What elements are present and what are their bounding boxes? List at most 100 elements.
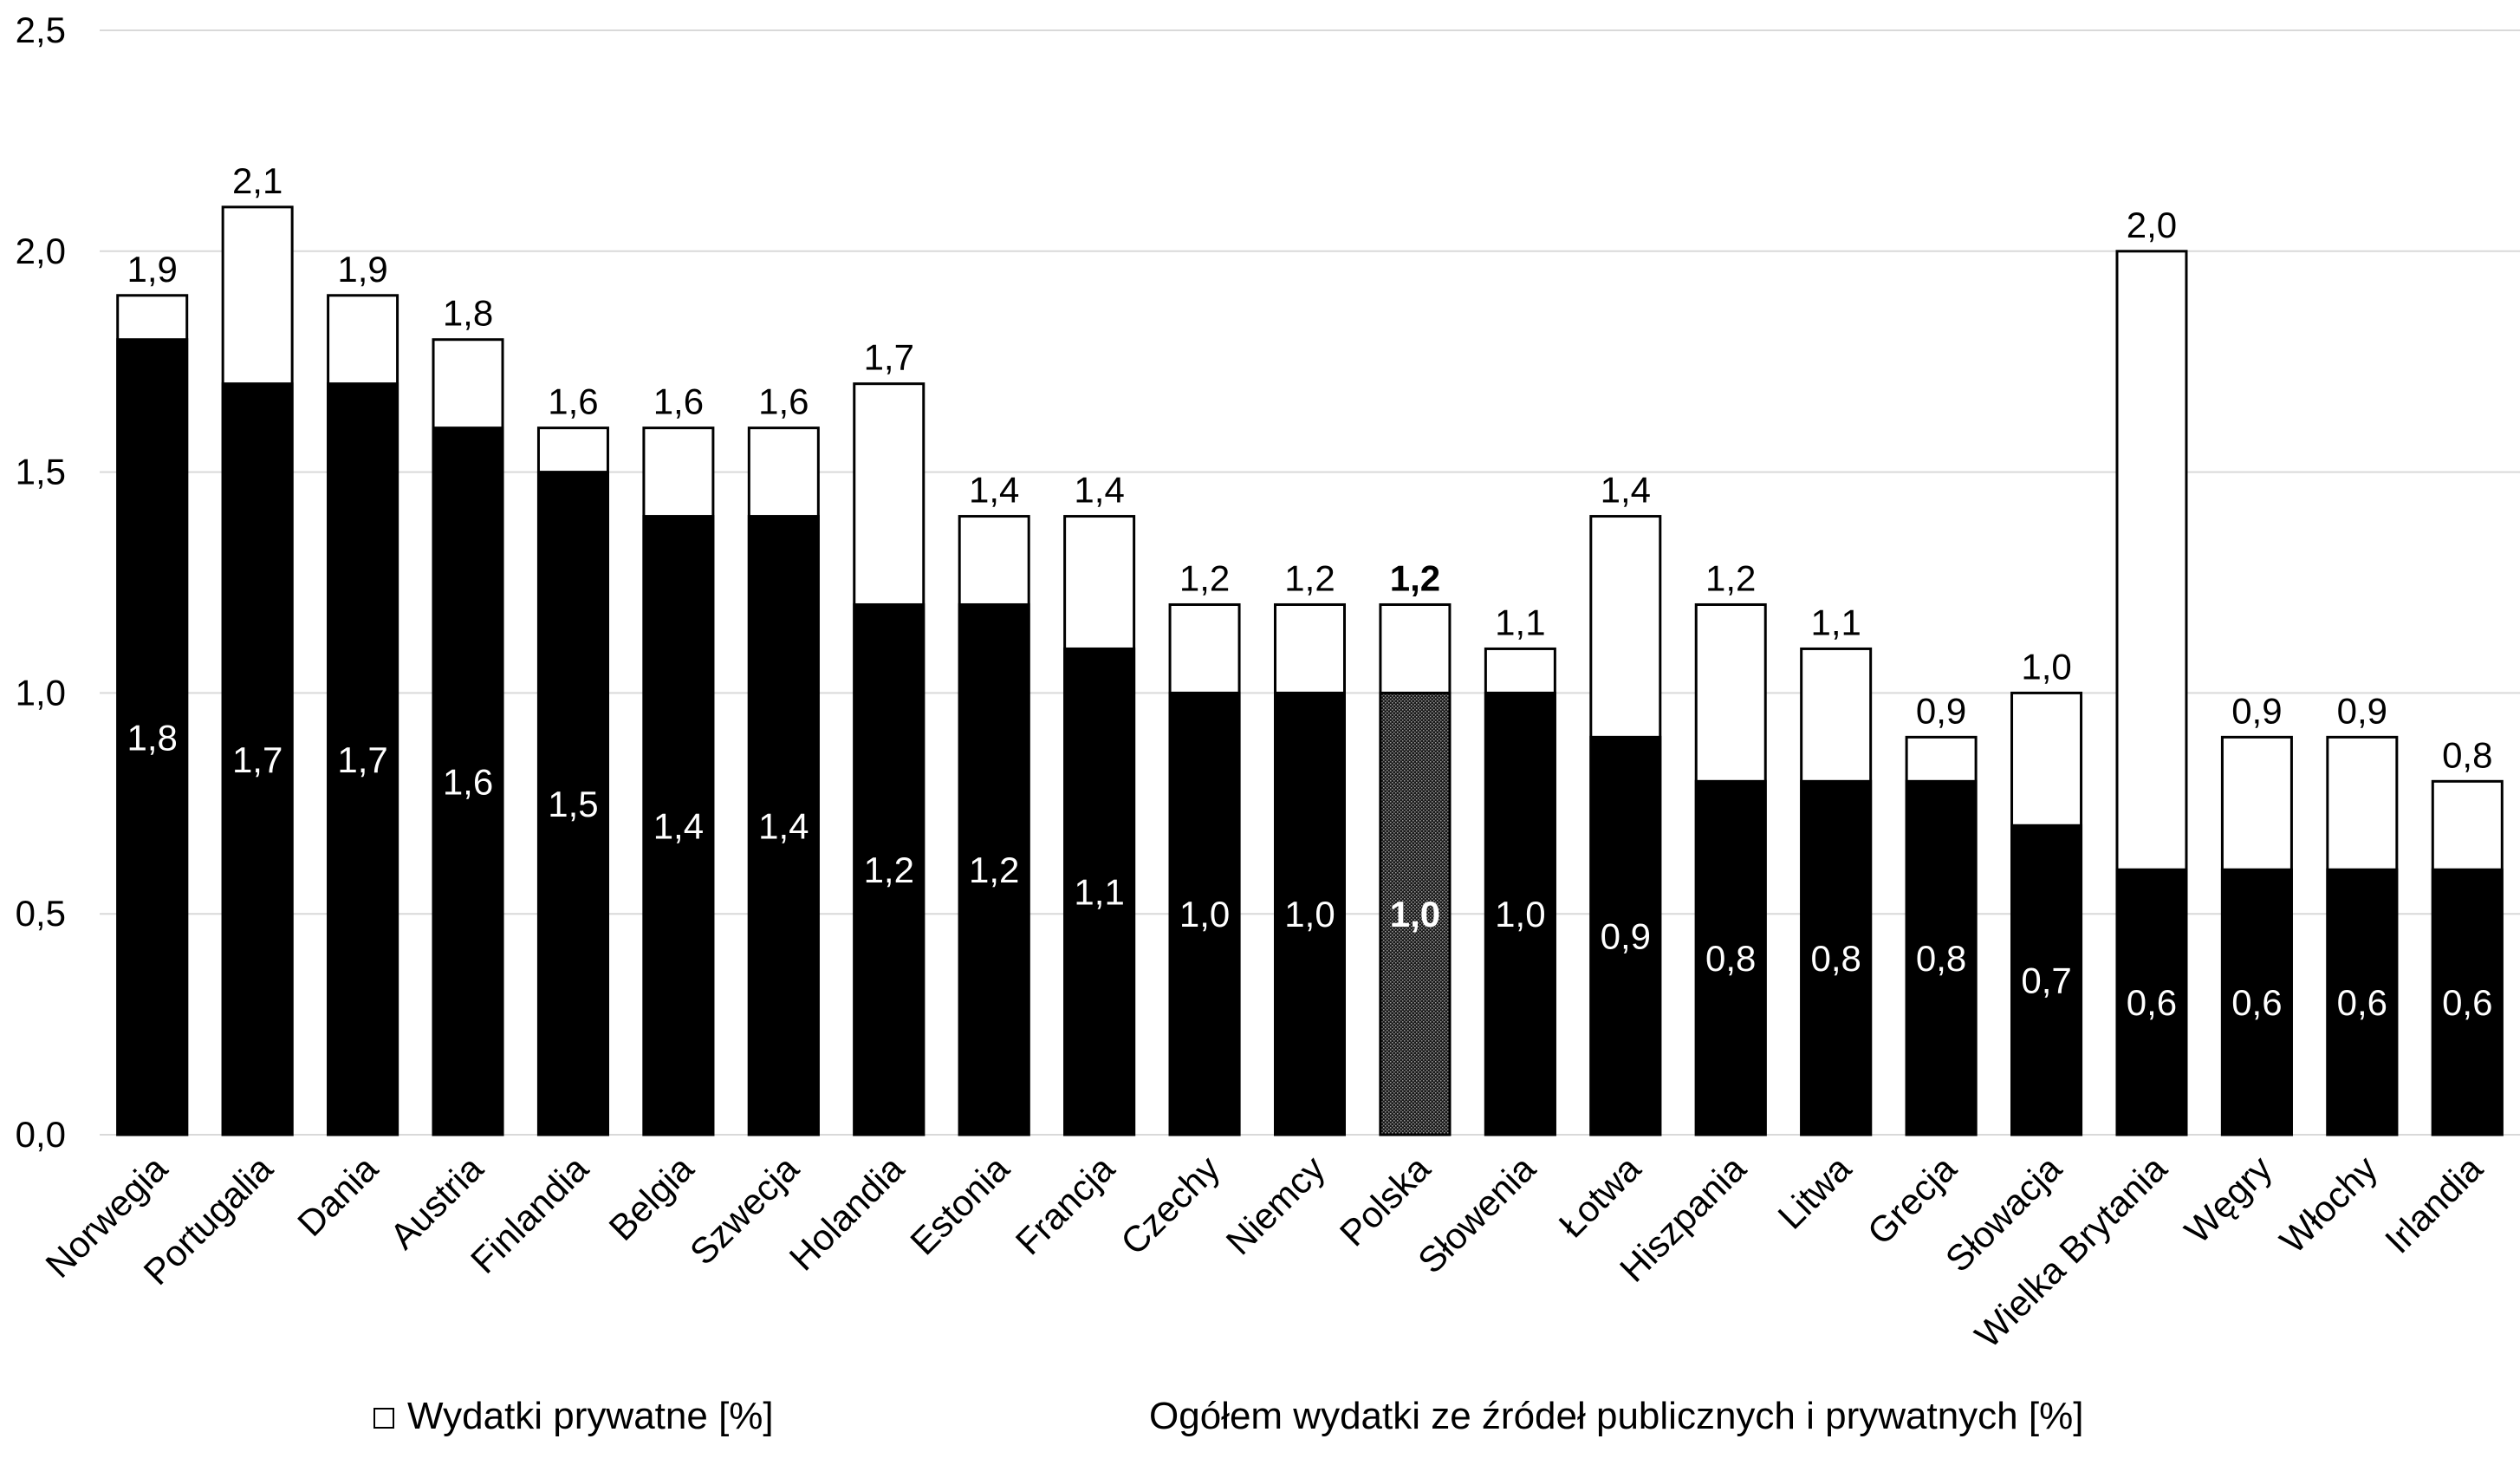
data-label-public: 1,2 [969,850,1019,890]
data-label-public: 1,8 [127,717,178,758]
data-label-total: 2,1 [232,160,283,201]
x-tick-label: Słowenia [1410,1148,1543,1281]
bar-public [1589,735,1662,1136]
data-label-public: 0,8 [1810,938,1861,979]
data-label-public: 1,0 [1390,894,1440,934]
data-label-public: 0,6 [2127,982,2177,1023]
x-tick-label: Węgry [2177,1148,2280,1251]
bar-public [1905,779,1978,1136]
data-label-public: 1,2 [864,850,914,890]
data-label-total: 1,0 [2021,646,2071,687]
legend-swatch-private [373,1408,394,1429]
bar-public [1379,691,1452,1136]
data-label-total: 1,1 [1810,602,1861,642]
bar-public [1800,779,1873,1136]
y-tick-label: 1,5 [16,452,66,492]
data-labels: 1,9 1,8 2,1 1,7 1,9 1,7 1,8 1,6 1,6 1,5 1,6 1,4 1,6 1… [127,160,2493,1023]
bar-public [2326,868,2399,1136]
x-tick-label: Włochy [2272,1148,2386,1261]
bar-public [853,602,926,1136]
x-tick-label: Litwa [1770,1148,1859,1237]
y-tick-label: 2,5 [16,10,66,50]
x-tick-label: Holandia [782,1148,913,1279]
bar-public [747,515,820,1136]
data-label-total: 0,8 [2442,734,2492,775]
data-label-public: 1,4 [758,805,809,846]
x-tick-label: Niemcy [1218,1148,1333,1262]
data-label-total: 2,0 [2127,205,2177,245]
y-axis: 0,0 0,5 1,0 1,5 2,0 2,5 [16,10,66,1155]
bar-public [221,382,294,1136]
y-tick-label: 2,0 [16,231,66,271]
bar-public [1063,647,1136,1136]
data-label-total: 1,9 [127,249,178,290]
x-tick-label: Estonia [902,1148,1017,1263]
bar-public [536,471,609,1136]
data-label-public: 0,8 [1916,938,1966,979]
data-label-public: 1,5 [548,784,598,824]
data-label-public: 1,0 [1284,894,1335,934]
legend-label-private: Wydatki prywatne [%] [407,1395,774,1437]
data-label-total: 1,7 [864,337,914,378]
bar-public [958,602,1030,1136]
y-tick-label: 0,5 [16,893,66,934]
data-label-total: 0,9 [2337,690,2387,731]
data-label-public: 1,7 [337,739,387,780]
x-tick-label: Grecja [1860,1148,1965,1253]
data-label-total: 0,9 [1916,690,1966,731]
data-label-total: 1,2 [1390,557,1440,598]
bar-public [1168,691,1241,1136]
data-label-total: 1,4 [969,470,1019,511]
data-label-public: 0,8 [1705,938,1756,979]
x-tick-label: Francja [1008,1148,1123,1263]
data-label-total: 1,4 [1601,470,1651,511]
data-label-total: 1,1 [1495,602,1545,642]
data-label-public: 1,0 [1495,894,1545,934]
data-label-total: 1,9 [337,249,387,290]
data-label-total: 1,6 [758,381,809,422]
data-label-public: 0,6 [2231,982,2282,1023]
data-label-total: 1,2 [1705,557,1756,598]
x-tick-label: Dania [289,1148,386,1244]
y-tick-label: 1,0 [16,672,66,713]
x-tick-label: Wielka Brytania [1967,1148,2175,1356]
x-tick-label: Czechy [1113,1148,1227,1262]
data-label-total: 1,2 [1284,557,1335,598]
legend-label-total: Ogółem wydatki ze źródeł publicznych i p… [1149,1395,2083,1437]
x-tick-label: Belgia [601,1148,701,1248]
bar-public [2431,868,2504,1136]
x-tick-label: Polska [1332,1148,1439,1254]
legend: Wydatki prywatne [%] Ogółem wydatki ze ź… [373,1395,2083,1437]
data-label-total: 1,8 [443,293,493,334]
data-label-public: 0,6 [2337,982,2387,1023]
bar-public [2115,868,2188,1136]
x-tick-label: Łotwa [1551,1148,1649,1246]
data-label-public: 1,4 [653,805,704,846]
bar-public [1484,691,1556,1136]
data-label-total: 1,2 [1179,557,1230,598]
x-tick-label: Finlandia [463,1148,596,1281]
data-label-total: 0,9 [2231,690,2282,731]
data-label-public: 1,6 [443,761,493,802]
data-label-public: 0,6 [2442,982,2492,1023]
data-label-public: 1,1 [1074,872,1124,913]
data-label-public: 1,0 [1179,894,1230,934]
bar-public [432,426,504,1136]
data-label-public: 0,7 [2021,960,2071,1001]
data-label-public: 0,9 [1601,916,1651,957]
data-label-total: 1,6 [653,381,704,422]
bars [116,205,2504,1136]
bar-public [642,515,715,1136]
bar-public [1694,779,1767,1136]
data-label-total: 1,4 [1074,470,1124,511]
bar-public [1274,691,1346,1136]
y-tick-label: 0,0 [16,1114,66,1155]
x-tick-label: Irlandia [2377,1148,2491,1261]
bar-public [2220,868,2293,1136]
bar-public [327,382,399,1136]
data-label-public: 1,7 [232,739,283,780]
bar-public [116,338,189,1136]
